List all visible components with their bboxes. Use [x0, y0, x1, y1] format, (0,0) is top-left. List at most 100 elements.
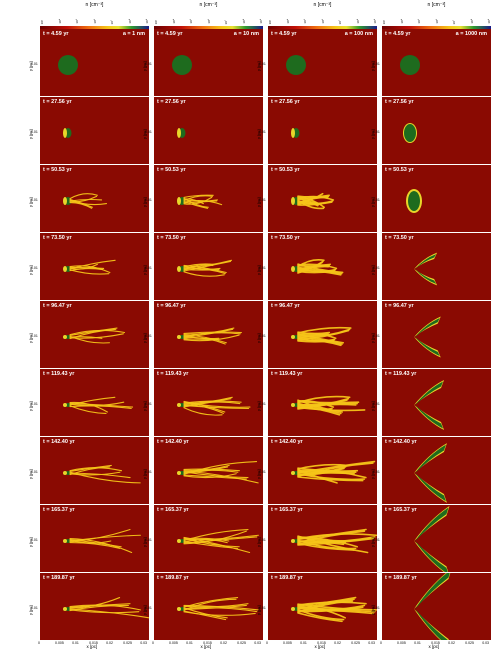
simulation-panel: t = 73.50 yr	[382, 233, 491, 300]
x-tick-label: 0.025	[465, 641, 474, 645]
gas-filament	[297, 612, 343, 623]
gas-filament	[297, 460, 376, 474]
y-tick-label: 0.01	[373, 538, 380, 542]
simulation-panel: t = 96.47 yr	[40, 301, 149, 368]
x-tick-label: 0.01	[300, 641, 307, 645]
colorbar-tick-label: 10⁴	[57, 19, 62, 24]
colorbar-tick-label: 10⁵	[417, 19, 421, 24]
gas-filament	[297, 541, 345, 546]
time-label: t = 142.40 yr	[271, 439, 303, 445]
time-label: t = 189.87 yr	[157, 575, 189, 581]
clump-core	[408, 191, 420, 211]
clump-rim	[177, 539, 181, 543]
panel-plot	[63, 396, 134, 414]
clump-rim	[291, 403, 295, 407]
time-label: t = 96.47 yr	[43, 303, 72, 309]
simulation-panel: t = 73.50 yr	[268, 233, 377, 300]
colorbar-tick-label: 10⁵	[189, 19, 193, 24]
clump-rim	[63, 403, 67, 407]
simulation-panel: t = 189.87 yr	[382, 573, 491, 640]
y-tick-label: 0.01	[259, 606, 266, 610]
panel-plot	[414, 443, 447, 503]
clump-rim	[63, 197, 67, 205]
simulation-panel: t = 27.56 yr	[268, 97, 377, 164]
dust-wing-core	[415, 507, 449, 541]
time-label: t = 165.37 yr	[271, 507, 303, 513]
gas-filament	[183, 194, 214, 198]
gas-filament	[183, 610, 227, 621]
x-tick-label: 0.005	[169, 641, 178, 645]
simulation-panel: t = 50.53 yr	[268, 165, 377, 232]
colorbar-tick-label: 10⁶	[434, 19, 439, 24]
gas-filament	[69, 542, 121, 549]
gas-filament	[183, 407, 223, 416]
clump-rim	[63, 471, 67, 475]
gas-filament	[297, 201, 333, 206]
gas-filament	[69, 405, 132, 410]
colorbar-tick-label: 10⁹	[145, 19, 149, 24]
colorbar-title: n [cm⁻³]	[85, 2, 104, 8]
time-label: t = 165.37 yr	[385, 507, 417, 513]
simulation-panel: t = 119.43 yr	[40, 369, 149, 436]
dust-wing-core	[415, 541, 448, 572]
x-tick-label: 0.015	[89, 641, 98, 645]
x-tick-label: 0.02	[106, 641, 113, 645]
colorbar-tick-label: 10⁸	[127, 19, 132, 24]
x-tick-label: 0	[266, 641, 268, 645]
clump-rim	[291, 197, 295, 205]
time-label: t = 4.59 yr	[43, 31, 69, 37]
gas-filament	[69, 466, 111, 476]
gas-filament	[69, 328, 117, 340]
dust-wing-core	[415, 444, 446, 473]
y-tick-label: 0.01	[31, 402, 38, 406]
x-tick-label: 0.005	[283, 641, 292, 645]
y-tick-label: 0.01	[31, 130, 38, 134]
colorbar-tick-label: 10⁴	[171, 19, 176, 24]
simulation-panel: t = 165.37 yr	[154, 505, 263, 572]
gas-filament	[69, 472, 131, 479]
grain-size-label: a = 100 nm	[344, 31, 373, 37]
simulation-panel: t = 73.50 yr	[40, 233, 149, 300]
time-label: t = 27.56 yr	[271, 99, 300, 105]
panel-plot	[177, 194, 223, 209]
colorbar-tick-label: 10⁷	[452, 19, 456, 24]
y-tick-label: 0.01	[145, 538, 152, 542]
colorbar-tick-label: 10⁹	[487, 19, 491, 24]
clump-rim	[177, 403, 181, 407]
gas-filament	[183, 200, 223, 206]
simulation-panel: t = 165.37 yr	[382, 505, 491, 572]
panel-plot	[63, 327, 126, 344]
simulation-panel: t = 4.59 yr a = 10 nm	[154, 29, 263, 96]
colorbar-tick-label: 10⁸	[469, 19, 474, 24]
y-tick-label: 0.01	[31, 606, 38, 610]
gas-filament	[183, 528, 249, 542]
panel-plot	[291, 395, 366, 416]
simulation-panel: t = 4.59 yr a = 1000 nm	[382, 29, 491, 96]
gas-filament	[297, 598, 355, 610]
gas-filament	[69, 534, 141, 542]
gas-filament	[69, 604, 129, 612]
gas-filament	[297, 476, 364, 482]
simulation-panel: t = 96.47 yr	[268, 301, 377, 368]
y-tick-label: 0.01	[373, 198, 380, 202]
colorbar-tick-label: 10⁷	[338, 19, 342, 24]
y-tick-label: 0.01	[145, 402, 152, 406]
gas-filament	[183, 464, 230, 471]
gas-filament	[297, 259, 325, 268]
dust-wing-core	[415, 405, 444, 429]
simulation-panel: t = 96.47 yr	[382, 301, 491, 368]
dust-wing-core	[415, 573, 450, 609]
gas-filament	[183, 334, 240, 342]
simulation-panel: t = 4.59 yr a = 1 nm	[40, 29, 149, 96]
gas-filament	[183, 198, 204, 205]
gas-filament	[183, 337, 226, 345]
time-label: t = 4.59 yr	[271, 31, 297, 37]
colorbar-tick-label: 10⁹	[259, 19, 263, 24]
gas-filament	[69, 405, 107, 414]
y-tick-label: 0.01	[373, 62, 380, 66]
gas-filament	[69, 464, 112, 472]
colorbar-tick-label: 10⁸	[241, 19, 246, 24]
y-tick-label: 0.01	[31, 198, 38, 202]
x-tick-label: 0.025	[237, 641, 246, 645]
time-label: t = 73.50 yr	[385, 235, 414, 241]
